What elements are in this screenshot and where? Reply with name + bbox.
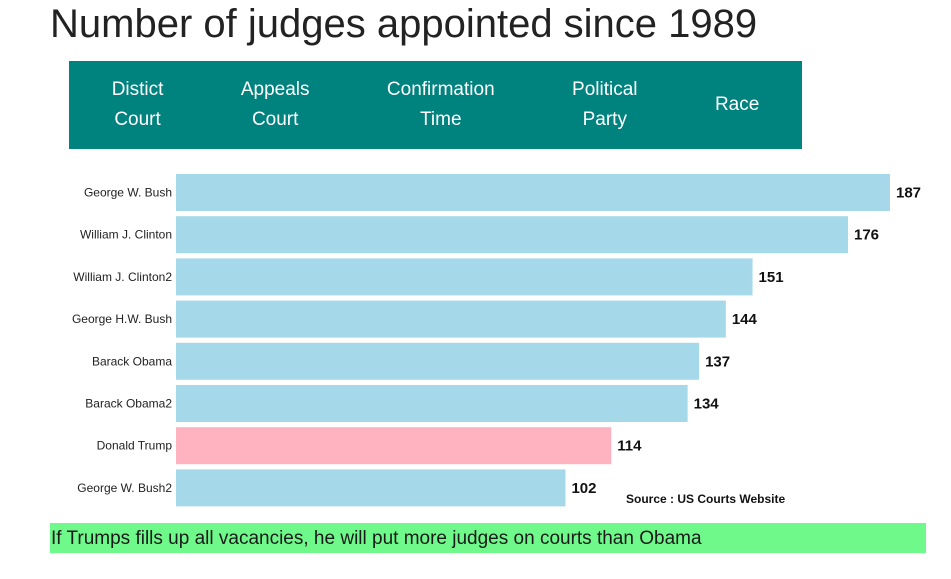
tab-race[interactable]: Race (714, 94, 760, 115)
value-label: 151 (759, 269, 784, 286)
tab-political-party[interactable]: Political Party (572, 79, 638, 130)
value-label: 187 (896, 185, 921, 202)
value-label: 144 (732, 311, 758, 328)
bar-7[interactable] (176, 469, 566, 507)
tab-district-court[interactable]: Distict Court (111, 79, 164, 130)
bar-5[interactable] (176, 385, 688, 422)
category-label: George W. Bush2 (77, 481, 172, 495)
bar-0[interactable] (176, 174, 890, 211)
chart-tabs: Distict Court Appeals Court Confirmation… (69, 61, 802, 149)
category-label: George W. Bush (84, 186, 172, 200)
value-label: 176 (854, 227, 879, 244)
category-label: George H.W. Bush (72, 312, 172, 326)
value-label: 134 (694, 396, 720, 413)
value-label: 114 (617, 438, 642, 455)
bar-chart: George W. Bush 187 William J. Clinton 176 Wi… (72, 174, 921, 507)
category-label: William J. Clinton (80, 228, 172, 242)
category-label: Barack Obama (92, 354, 172, 368)
bar-1[interactable] (176, 216, 848, 254)
bar-2[interactable] (176, 258, 753, 296)
footnote-banner: If Trumps fills up all vacancies, he wil… (50, 523, 926, 553)
category-label: William J. Clinton2 (73, 270, 172, 284)
page-title: Number of judges appointed since 1989 (50, 2, 758, 46)
bar-4[interactable] (176, 342, 700, 380)
bar-6[interactable] (176, 427, 612, 465)
tab-appeals-court[interactable]: Appeals Court (240, 79, 310, 130)
bar-3[interactable] (176, 300, 726, 338)
source-note: Source : US Courts Website (626, 492, 786, 506)
value-label: 137 (705, 353, 730, 370)
category-label: Donald Trump (97, 439, 173, 453)
value-label: 102 (571, 480, 596, 497)
category-label: Barack Obama2 (85, 397, 172, 411)
tab-confirmation-time[interactable]: Confirmation Time (386, 79, 495, 130)
